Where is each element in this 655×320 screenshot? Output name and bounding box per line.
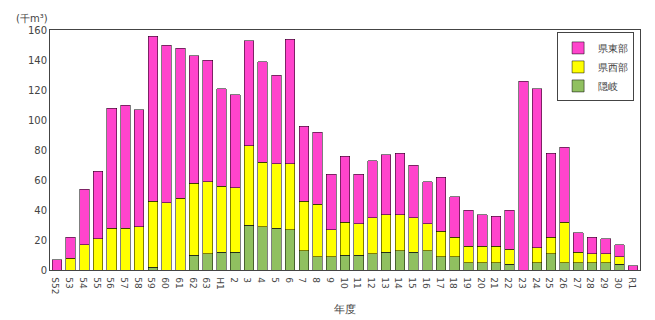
svg-text:54: 54 [78,277,88,289]
svg-text:20: 20 [34,235,47,246]
svg-text:58: 58 [133,277,143,289]
svg-text:4: 4 [256,277,266,283]
svg-text:2: 2 [229,277,239,283]
svg-text:17: 17 [435,277,445,288]
svg-text:8: 8 [311,277,321,283]
svg-text:55: 55 [92,277,102,288]
svg-text:53: 53 [64,277,74,288]
svg-text:13: 13 [380,277,390,288]
svg-text:140: 140 [28,55,47,66]
svg-text:11: 11 [352,277,362,288]
svg-text:100: 100 [28,115,47,126]
svg-text:29: 29 [599,277,609,289]
svg-text:25: 25 [544,277,554,288]
svg-text:21: 21 [489,277,499,288]
svg-text:56: 56 [105,277,115,289]
svg-text:7: 7 [297,277,307,283]
svg-text:22: 22 [503,277,513,288]
svg-text:R1: R1 [627,277,637,289]
svg-text:120: 120 [28,85,47,96]
svg-text:28: 28 [585,277,595,289]
svg-text:12: 12 [366,277,376,288]
svg-text:0: 0 [41,265,47,276]
svg-text:62: 62 [188,277,198,288]
svg-text:3: 3 [242,277,252,283]
svg-text:6: 6 [284,277,294,283]
svg-text:160: 160 [28,25,47,36]
svg-text:H1: H1 [215,277,225,290]
svg-text:20: 20 [476,277,486,289]
svg-text:14: 14 [393,277,403,289]
svg-text:26: 26 [558,277,568,289]
svg-text:10: 10 [339,277,349,289]
svg-text:県西部: 県西部 [598,62,628,73]
svg-text:40: 40 [34,205,47,216]
svg-text:60: 60 [160,277,170,289]
svg-text:30: 30 [613,277,623,289]
svg-text:23: 23 [517,277,527,288]
svg-text:S52: S52 [50,277,60,294]
svg-text:年度: 年度 [334,303,356,316]
svg-text:80: 80 [34,145,47,156]
svg-text:57: 57 [119,277,129,288]
svg-text:27: 27 [572,277,582,288]
svg-text:59: 59 [146,277,156,289]
svg-text:61: 61 [174,277,184,288]
svg-text:5: 5 [270,277,280,283]
svg-text:県東部: 県東部 [598,43,628,54]
svg-text:18: 18 [448,277,458,289]
svg-text:15: 15 [407,277,417,288]
svg-text:60: 60 [34,175,47,186]
svg-text:隠岐: 隠岐 [598,81,618,92]
svg-text:63: 63 [201,277,211,288]
svg-text:(千m³): (千m³) [16,13,48,24]
svg-text:9: 9 [325,277,335,283]
svg-text:19: 19 [462,277,472,289]
svg-text:24: 24 [531,277,541,289]
svg-text:16: 16 [421,277,431,289]
